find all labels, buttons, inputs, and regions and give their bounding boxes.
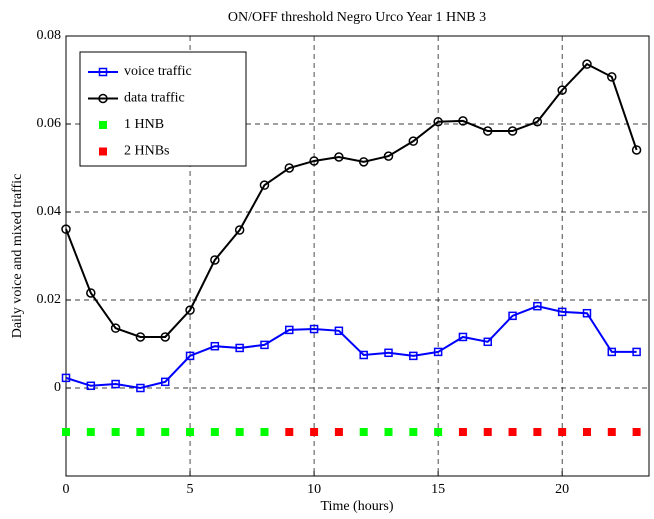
- marker: [409, 428, 418, 436]
- marker: [210, 341, 220, 351]
- y-tick-label: 0.08: [37, 28, 62, 43]
- marker: [61, 373, 71, 383]
- marker: [310, 428, 319, 436]
- marker: [86, 381, 96, 391]
- x-tick-label: 5: [187, 482, 194, 497]
- marker: [136, 428, 145, 436]
- marker: [433, 117, 443, 127]
- marker: [61, 224, 71, 234]
- marker: [111, 428, 120, 436]
- x-tick-label: 0: [63, 482, 70, 497]
- marker: [309, 156, 319, 166]
- marker: [185, 351, 195, 361]
- y-axis-label: Daily voice and mixed traffic: [10, 174, 25, 339]
- marker: [359, 428, 368, 436]
- marker: [458, 428, 467, 436]
- y-tick-label: 0.02: [37, 292, 62, 307]
- marker: [408, 136, 419, 146]
- marker: [62, 428, 70, 436]
- marker: [607, 72, 617, 82]
- legend-marker: [99, 147, 107, 156]
- marker: [358, 157, 369, 167]
- marker: [334, 428, 343, 436]
- marker: [260, 428, 269, 436]
- marker: [632, 347, 641, 357]
- marker: [161, 428, 170, 436]
- series-line: [65, 305, 637, 390]
- marker: [582, 308, 592, 318]
- y-tick-label: 0.06: [37, 116, 62, 131]
- marker: [631, 145, 642, 155]
- marker: [582, 428, 591, 436]
- legend-label: 1 HNB: [124, 117, 164, 132]
- marker: [160, 332, 170, 342]
- x-tick-label: 10: [307, 482, 321, 497]
- marker: [508, 311, 517, 321]
- legend-label: voice traffic: [124, 64, 192, 79]
- marker: [384, 348, 393, 358]
- marker: [632, 428, 641, 436]
- y-tick-label: 0: [54, 380, 61, 395]
- chart-title: ON/OFF threshold Negro Urco Year 1 HNB 3: [228, 10, 486, 25]
- marker: [383, 151, 394, 161]
- marker: [482, 126, 493, 136]
- marker: [86, 288, 96, 298]
- marker: [508, 428, 517, 436]
- marker: [409, 351, 418, 361]
- marker: [359, 350, 368, 360]
- plot-frame: [65, 35, 650, 477]
- marker: [558, 428, 567, 436]
- legend-label: data traffic: [124, 91, 185, 106]
- marker: [557, 85, 567, 95]
- marker: [483, 337, 492, 347]
- marker: [136, 383, 145, 393]
- marker: [110, 323, 121, 333]
- marker: [384, 428, 393, 436]
- x-axis-label: Time (hours): [321, 499, 394, 514]
- marker: [433, 347, 443, 357]
- marker: [507, 126, 518, 136]
- marker: [533, 428, 542, 436]
- marker: [334, 152, 344, 162]
- x-tick-label: 15: [431, 482, 445, 497]
- marker: [234, 225, 245, 235]
- marker: [458, 116, 468, 126]
- marker: [235, 343, 244, 353]
- marker: [607, 347, 617, 357]
- marker: [582, 59, 592, 69]
- marker: [334, 326, 344, 336]
- marker: [260, 340, 269, 350]
- marker: [557, 307, 567, 317]
- marker: [285, 325, 294, 335]
- marker: [607, 428, 616, 436]
- marker: [434, 428, 443, 436]
- legend-marker: [98, 67, 108, 77]
- marker: [210, 255, 220, 265]
- marker: [309, 324, 319, 334]
- legend-marker: [98, 93, 108, 104]
- legend-marker: [99, 121, 107, 129]
- marker: [185, 305, 195, 315]
- marker: [235, 428, 244, 436]
- marker: [532, 117, 543, 127]
- y-tick-label: 0.04: [37, 204, 62, 219]
- marker: [259, 180, 270, 190]
- marker: [533, 301, 542, 311]
- marker: [86, 428, 95, 436]
- marker: [284, 163, 295, 173]
- marker: [483, 428, 492, 436]
- x-tick-label: 20: [555, 482, 569, 497]
- legend-label: 2 HNBs: [124, 144, 170, 159]
- marker: [135, 332, 146, 342]
- marker: [285, 428, 294, 436]
- marker: [160, 377, 170, 387]
- marker: [458, 332, 468, 342]
- marker: [111, 379, 120, 389]
- marker: [186, 428, 195, 436]
- marker: [210, 428, 219, 436]
